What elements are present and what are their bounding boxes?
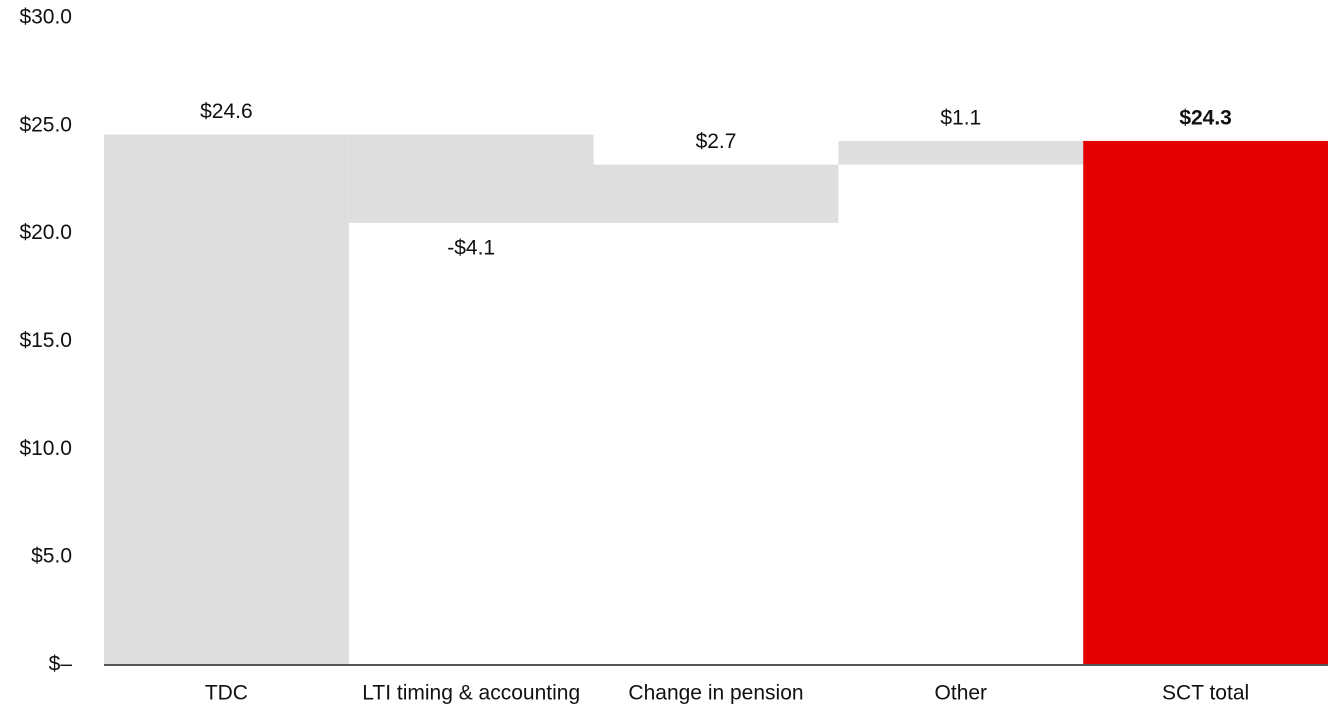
x-tick-label: Change in pension	[628, 682, 803, 705]
y-tick-label: $10.0	[19, 437, 72, 460]
y-tick-label: $–	[49, 653, 73, 676]
bar	[838, 140, 1084, 165]
bar	[1083, 140, 1328, 665]
x-tick-label: LTI timing & accounting	[362, 682, 580, 705]
y-tick-label: $20.0	[19, 221, 72, 244]
value-label: $2.7	[696, 130, 737, 153]
value-label: $24.3	[1179, 106, 1232, 129]
value-label: $1.1	[940, 106, 981, 129]
bar	[104, 134, 349, 665]
x-tick-label: TDC	[205, 682, 248, 705]
bar	[348, 134, 594, 223]
y-tick-label: $25.0	[19, 113, 72, 136]
y-tick-label: $30.0	[19, 6, 72, 29]
value-label: $24.6	[200, 100, 253, 123]
y-tick-label: $15.0	[19, 329, 72, 352]
x-tick-label: SCT total	[1162, 682, 1249, 705]
bar	[593, 164, 839, 223]
x-tick-label: Other	[935, 682, 988, 705]
y-tick-label: $5.0	[31, 545, 72, 568]
value-label: -$4.1	[447, 236, 495, 259]
